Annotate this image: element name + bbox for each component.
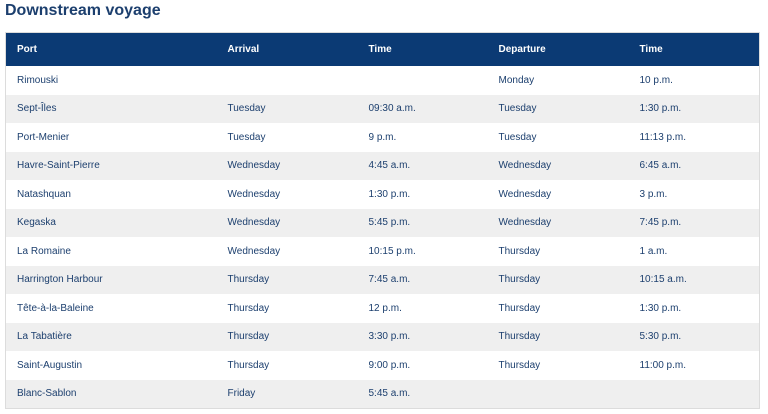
table-cell: Thursday: [498, 302, 541, 314]
table-row: Saint-Augustin Thursday 9:00 p.m. Thursday 1…: [6, 351, 760, 380]
table-cell: 3:30 p.m.: [357, 322, 488, 351]
table-row: Havre-Saint-Pierre Wednesday 4:45 a.m. Wedn…: [5, 151, 760, 180]
table-cell: 1:30 p.m.: [639, 302, 682, 314]
table-cell: 7:45 a.m.: [357, 265, 488, 294]
table-row: La Romaine Wednesday 10:15 p.m. Thursday 1 a…: [6, 237, 760, 266]
table-cell: [358, 66, 488, 95]
table-row: Port-Menier Tuesday 9 p.m. Tuesday 11:13 p.m…: [6, 123, 760, 152]
table-cell: 5:45 a.m.: [357, 379, 488, 409]
table-cell: 9:00 p.m.: [368, 359, 411, 371]
table-row: Natashquan Wednesday 1:30 p.m. Wednesday 3 p…: [6, 180, 760, 209]
table-row: Rimouski Monday 10 p.m.: [6, 66, 760, 95]
table-cell: 12 p.m.: [368, 302, 402, 314]
table-row: La Tabatière Thursday 3:30 p.m. Thursday 5:3…: [5, 322, 760, 351]
page-title: Downstream voyage: [5, 2, 161, 19]
table-cell: 7:45 p.m.: [628, 208, 760, 237]
table-cell: 9 p.m.: [368, 131, 397, 143]
table-cell: [628, 379, 760, 409]
table-cell: Wednesday: [216, 151, 358, 180]
table-cell: Tuesday: [227, 131, 266, 143]
table-cell: 1:30 p.m.: [628, 94, 760, 123]
table-cell: Wednesday: [498, 188, 552, 200]
table-row: Harrington Harbour Thursday 7:45 a.m. Thurs…: [5, 265, 760, 294]
table-cell: Thursday: [498, 245, 541, 257]
table-cell: 1 a.m.: [639, 245, 668, 257]
table-cell: 4:45 a.m.: [357, 151, 488, 180]
table-row: Blanc-Sablon Friday 5:45 a.m.: [5, 379, 760, 409]
table-cell: Tête-à-la-Baleine: [17, 302, 94, 314]
table-row: Sept-Îles Tuesday 09:30 a.m. Tuesday 1:30 p.…: [5, 94, 760, 123]
table-cell: 11:13 p.m.: [639, 131, 687, 143]
table-cell: Thursday: [227, 359, 270, 371]
table-cell: Wednesday: [216, 208, 358, 237]
table-cell: Thursday: [216, 265, 358, 294]
table-cell: Tuesday: [216, 94, 358, 123]
table-cell: Harrington Harbour: [5, 265, 217, 294]
column-header: Arrival: [216, 32, 358, 66]
table-cell: Havre-Saint-Pierre: [5, 151, 217, 180]
column-header: Time: [357, 32, 488, 66]
table-cell: 5:30 p.m.: [628, 322, 760, 351]
table-cell: Natashquan: [17, 188, 71, 200]
table-cell: 1:30 p.m.: [368, 188, 411, 200]
table-cell: Thursday: [227, 302, 270, 314]
table-cell: 3 p.m.: [639, 188, 668, 200]
column-header: Departure: [487, 32, 629, 66]
table-cell: Thursday: [487, 322, 629, 351]
table-cell: Kegaska: [5, 208, 217, 237]
table-cell: Wednesday: [227, 188, 281, 200]
table-cell: 6:45 a.m.: [628, 151, 760, 180]
table-cell: Blanc-Sablon: [5, 379, 217, 409]
table-cell: La Romaine: [17, 245, 71, 257]
table-cell: 09:30 a.m.: [357, 94, 488, 123]
table-cell: 10:15 p.m.: [368, 245, 416, 257]
table-cell: [487, 379, 629, 409]
table-cell: 10 p.m.: [639, 74, 673, 86]
table-cell: Wednesday: [227, 245, 281, 257]
table-cell: La Tabatière: [5, 322, 217, 351]
header-row: Port Arrival Time Departure Time: [5, 32, 760, 66]
table-row: Kegaska Wednesday 5:45 p.m. Wednesday 7:45 p…: [5, 208, 760, 237]
table-cell: Saint-Augustin: [17, 359, 83, 371]
table-cell: Monday: [498, 74, 535, 86]
table-cell: Tuesday: [498, 131, 537, 143]
table-cell: Sept-Îles: [5, 94, 217, 123]
table-cell: 5:45 p.m.: [357, 208, 488, 237]
table-cell: Thursday: [487, 265, 629, 294]
table-cell: Wednesday: [487, 151, 629, 180]
table-cell: Rimouski: [17, 74, 59, 86]
schedule-table: Port Arrival Time Departure Time Rimouski Mon…: [5, 32, 760, 409]
table-cell: Port-Menier: [17, 131, 70, 143]
table-cell: 10:15 a.m.: [628, 265, 760, 294]
table-cell: Tuesday: [487, 94, 629, 123]
table-cell: [217, 66, 358, 95]
column-header: Port: [5, 32, 217, 66]
table-row: Tête-à-la-Baleine Thursday 12 p.m. Thursday…: [6, 294, 760, 323]
table-cell: Thursday: [498, 359, 541, 371]
table-cell: Wednesday: [487, 208, 629, 237]
table-body: Rimouski Monday 10 p.m. Sept-Îles Tuesday 09:…: [5, 66, 760, 409]
table-cell: Friday: [216, 379, 358, 409]
table-cell: Thursday: [216, 322, 358, 351]
column-header: Time: [628, 32, 760, 66]
table-cell: 11:00 p.m.: [639, 359, 687, 371]
